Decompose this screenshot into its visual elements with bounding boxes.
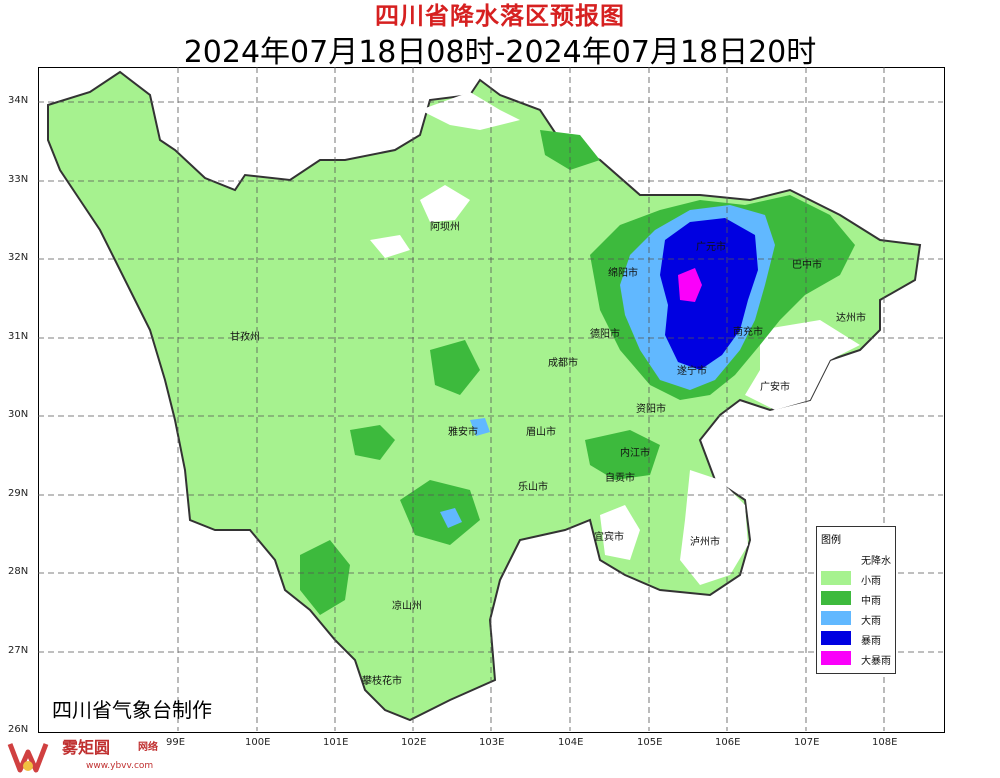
- longitude-tick-label: 100E: [245, 737, 271, 748]
- latitude-tick-label: 28N: [8, 566, 29, 577]
- longitude-tick-label: 101E: [323, 737, 349, 748]
- city-label-mianyang: 绵阳市: [608, 268, 638, 279]
- legend-item: 暴雨: [821, 629, 891, 647]
- watermark-name: 雾矩圆: [62, 738, 111, 757]
- legend-item: 小雨: [821, 569, 891, 587]
- city-label-yaan: 雅安市: [448, 427, 478, 438]
- longitude-tick-label: 103E: [479, 737, 505, 748]
- legend-label: 小雨: [861, 576, 881, 587]
- city-label-nanchong: 南充市: [733, 327, 763, 338]
- city-label-deyang: 德阳市: [590, 329, 620, 340]
- rainstorm-area: [660, 218, 758, 370]
- no-rain-area-southeast: [680, 470, 748, 585]
- longitude-tick-label: 108E: [872, 737, 898, 748]
- latitude-tick-label: 26N: [8, 724, 29, 735]
- latitude-tick-label: 30N: [8, 409, 29, 420]
- legend-label: 中雨: [861, 596, 881, 607]
- city-label-ganzi: 甘孜州: [230, 332, 260, 343]
- longitude-tick-label: 107E: [794, 737, 820, 748]
- heavy-rain-area-ya-an: [470, 418, 490, 436]
- city-label-liangshan: 凉山州: [392, 601, 422, 612]
- legend-title: 图例: [821, 535, 841, 546]
- city-label-zigong: 自贡市: [605, 473, 635, 484]
- no-rain-area-aba: [420, 185, 470, 222]
- grid-lines: [38, 67, 943, 731]
- legend-label: 无降水: [861, 556, 891, 567]
- latitude-tick-label: 29N: [8, 488, 29, 499]
- moderate-rain-area-leshan: [400, 480, 480, 545]
- city-label-guangyuan: 广元市: [696, 242, 726, 253]
- city-label-meishan: 眉山市: [526, 427, 556, 438]
- legend-label: 大暴雨: [861, 656, 891, 667]
- legend-swatch-no-rain: [821, 551, 851, 565]
- city-label-leshan: 乐山市: [518, 482, 548, 493]
- city-label-luzhou: 泸州市: [690, 537, 720, 548]
- legend-swatch-heavy-rainstorm: [821, 651, 851, 665]
- city-label-guangan: 广安市: [760, 382, 790, 393]
- longitude-tick-label: 104E: [558, 737, 584, 748]
- latitude-tick-label: 34N: [8, 95, 29, 106]
- latitude-tick-label: 31N: [8, 331, 29, 342]
- no-rain-area-yibin: [600, 505, 640, 560]
- city-label-neijiang: 内江市: [620, 448, 650, 459]
- city-label-ziyang: 资阳市: [636, 404, 666, 415]
- heavy-rainstorm-area: [678, 268, 702, 302]
- latitude-tick-label: 27N: [8, 645, 29, 656]
- city-label-dazhou: 达州市: [836, 313, 866, 324]
- longitude-tick-label: 106E: [715, 737, 741, 748]
- city-label-chengdu: 成都市: [548, 358, 578, 369]
- legend-swatch-moderate-rain: [821, 591, 851, 605]
- city-label-aba: 阿坝州: [430, 222, 460, 233]
- no-rain-area-north: [420, 92, 520, 130]
- watermark-site: www.ybvv.com: [86, 761, 154, 771]
- longitude-tick-label: 105E: [637, 737, 663, 748]
- legend-label: 暴雨: [861, 636, 881, 647]
- watermark-sub: 网络: [138, 742, 158, 753]
- longitude-tick-label: 102E: [401, 737, 427, 748]
- longitude-tick-label: 99E: [166, 737, 186, 748]
- legend-item: 大暴雨: [821, 649, 891, 667]
- map-legend: 图例 无降水 小雨 中雨 大雨 暴雨 大暴雨: [816, 526, 896, 674]
- producer-credit: 四川省气象台制作: [52, 698, 212, 722]
- moderate-rain-area-chengdu: [430, 340, 480, 395]
- moderate-rain-area-ya-an: [350, 425, 395, 460]
- legend-swatch-light-rain: [821, 571, 851, 585]
- map-title: 四川省降水落区预报图: [375, 2, 625, 30]
- legend-label: 大雨: [861, 616, 881, 627]
- city-label-yibin: 宜宾市: [594, 532, 624, 543]
- no-rain-area-aba-2: [370, 235, 410, 258]
- legend-item: 无降水: [821, 549, 891, 567]
- latitude-tick-label: 33N: [8, 174, 29, 185]
- legend-item: 中雨: [821, 589, 891, 607]
- legend-swatch-heavy-rain: [821, 611, 851, 625]
- latitude-tick-label: 32N: [8, 252, 29, 263]
- city-label-suining: 遂宁市: [677, 366, 707, 377]
- moderate-rain-area-liangshan: [300, 540, 350, 615]
- city-label-bazhong: 巴中市: [792, 260, 822, 271]
- legend-swatch-rainstorm: [821, 631, 851, 645]
- city-label-panzhihua: 攀枝花市: [362, 676, 402, 687]
- moderate-rain-area-neijiang: [585, 430, 660, 480]
- watermark-logo: [7, 743, 49, 773]
- forecast-time-range: 2024年07月18日08时-2024年07月18日20时: [183, 35, 817, 70]
- legend-item: 大雨: [821, 609, 891, 627]
- no-rain-area-east: [745, 320, 860, 410]
- heavy-rain-area-south: [440, 508, 462, 528]
